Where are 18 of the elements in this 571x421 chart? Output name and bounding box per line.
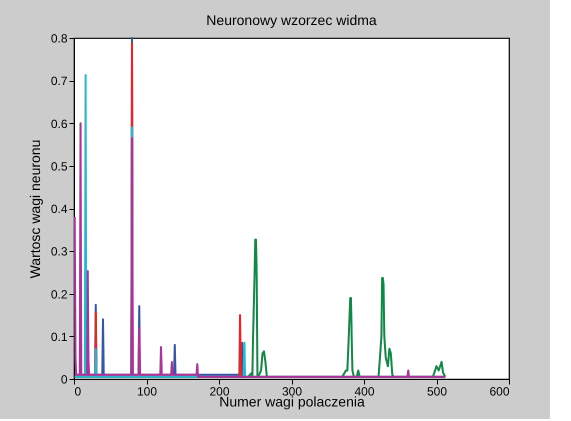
y-axis-title: Wartosc wagi neuronu bbox=[26, 140, 43, 278]
y-tick-label: 0.1 bbox=[50, 330, 68, 344]
x-tick-label: 400 bbox=[354, 384, 375, 398]
y-tick-label: 0.8 bbox=[50, 32, 68, 46]
y-tick-label: 0.3 bbox=[50, 244, 68, 259]
x-tick-label: 100 bbox=[136, 384, 158, 398]
y-tick-label: 0.2 bbox=[50, 287, 68, 302]
line-series bbox=[74, 122, 446, 378]
y-tick-label: 0 bbox=[60, 372, 68, 386]
chart-title: Neuronowy wzorzec widma bbox=[206, 12, 377, 28]
x-tick-label: 0 bbox=[74, 384, 82, 398]
y-tick-label: 0.4 bbox=[50, 202, 68, 216]
y-tick-label: 0.7 bbox=[50, 74, 68, 88]
x-tick-label: 500 bbox=[426, 384, 448, 398]
y-tick-label: 0.5 bbox=[50, 159, 68, 174]
y-tick-label: 0.6 bbox=[50, 116, 68, 131]
x-tick-label: 300 bbox=[282, 384, 302, 398]
x-tick-label: 600 bbox=[489, 384, 510, 398]
